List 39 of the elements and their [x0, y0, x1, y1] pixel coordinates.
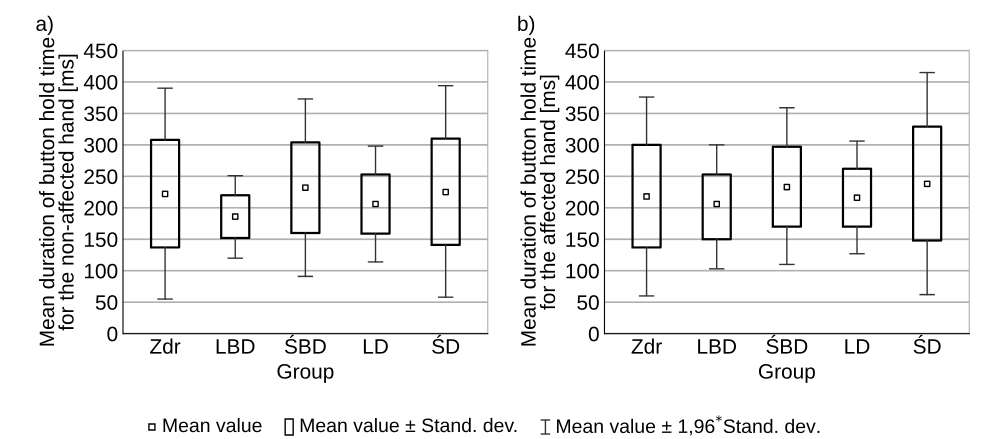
y-tick-label: 300 [566, 138, 599, 153]
y-tick-label: 50 [577, 295, 599, 310]
y-tick-label: 0 [107, 326, 118, 342]
text: Mean value ± 1,96$^{*}$Stand. dev. [557, 415, 820, 436]
y-tick-label: 100 [84, 264, 118, 278]
x-tick-label: LD [845, 339, 870, 354]
text: Mean value ± Stand. dev. [300, 418, 516, 432]
x-tick-label: ŚBD [766, 334, 808, 354]
x-tick-label: LBD [216, 339, 254, 354]
y-tick-label: 300 [84, 138, 118, 153]
chart-title: a) [36, 16, 53, 36]
y-tick-label: 50 [96, 295, 118, 310]
x-axis-title: Group [758, 364, 815, 383]
y-tick-label: 450 [84, 43, 118, 58]
y-tick-label: 350 [566, 106, 599, 122]
y-tick-label: 150 [566, 232, 599, 248]
y-axis-title: Mean duration of button hold time for the non-affected hand [ms] [38, 38, 78, 346]
chart-title: b) [518, 16, 534, 36]
x-tick-label: ŚD [914, 334, 941, 354]
y-tick-label: 250 [84, 169, 118, 184]
y-axis-title: Mean duration of button hold time for the affected hand [ms] [520, 38, 560, 346]
y-tick-label: 0 [588, 326, 599, 342]
x-tick-label: LD [364, 339, 388, 354]
y-tick-label: 100 [566, 264, 599, 278]
x-tick-label: ŚD [432, 334, 460, 354]
y-tick-label: 150 [84, 232, 118, 248]
y-tick-label: 400 [565, 74, 599, 90]
x-tick-label: ŚBD [284, 334, 326, 354]
x-tick-label: LBD [698, 339, 736, 354]
y-tick-label: 450 [565, 43, 599, 58]
x-axis-title: Group [277, 364, 334, 383]
x-tick-label: Zdr [150, 338, 180, 354]
y-tick-label: 200 [84, 200, 118, 216]
x-tick-label: Zdr [632, 338, 662, 354]
y-tick-label: 250 [566, 169, 599, 184]
y-tick-label: 400 [84, 74, 118, 90]
y-tick-label: 350 [84, 106, 118, 122]
y-tick-label: 200 [566, 200, 599, 216]
text: Mean value [164, 418, 262, 432]
